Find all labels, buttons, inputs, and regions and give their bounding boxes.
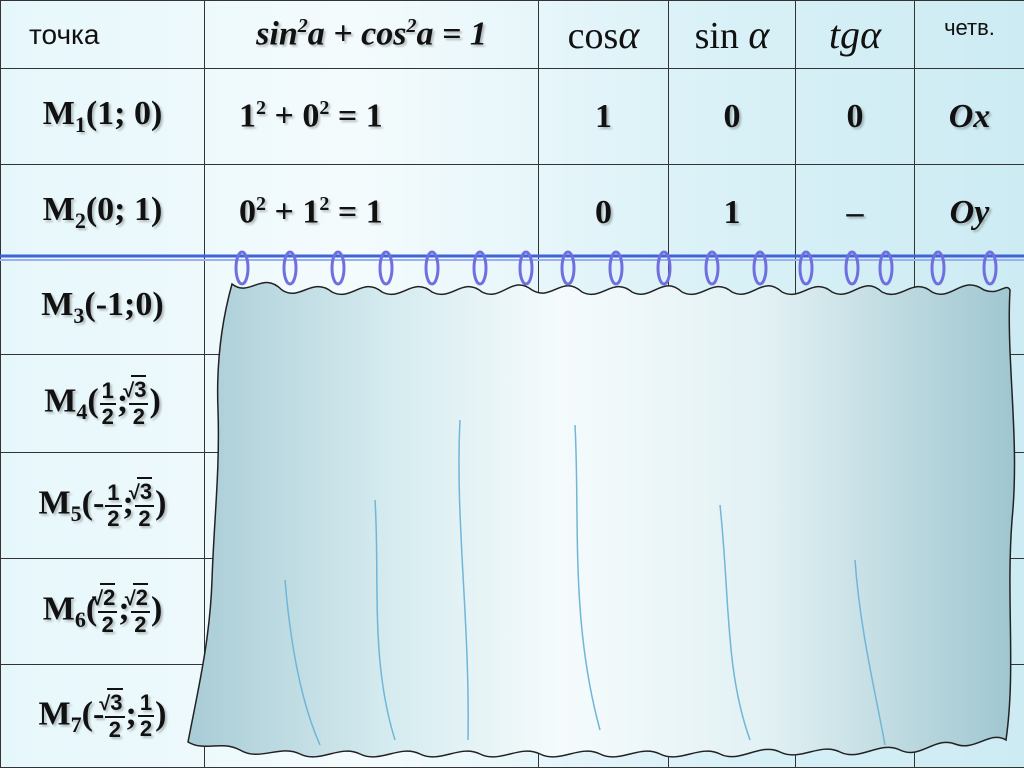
hidden-cell bbox=[915, 559, 1024, 665]
header-cos: cosα bbox=[539, 1, 669, 69]
table-row: M5(-12;32) bbox=[1, 453, 1024, 559]
tg-value: – bbox=[796, 165, 915, 261]
hidden-cell bbox=[915, 453, 1024, 559]
header-point: точка bbox=[1, 1, 205, 69]
hidden-cell bbox=[796, 665, 915, 768]
hidden-cell bbox=[796, 261, 915, 355]
table-row: M2(0; 1) 02 + 12 = 1 0 1 – Oy bbox=[1, 165, 1024, 261]
header-sin: sin α bbox=[669, 1, 796, 69]
hidden-cell bbox=[205, 261, 539, 355]
tg-value: 0 bbox=[796, 69, 915, 165]
point-cell: M3(-1;0) bbox=[1, 261, 205, 355]
table-row: M4(12;32) bbox=[1, 355, 1024, 453]
cos-value: 0 bbox=[539, 165, 669, 261]
header-tg: tgα bbox=[796, 1, 915, 69]
point-cell: M6(22;22) bbox=[1, 559, 205, 665]
hidden-cell bbox=[669, 665, 796, 768]
hidden-cell bbox=[539, 665, 669, 768]
point-cell: M4(12;32) bbox=[1, 355, 205, 453]
hidden-cell bbox=[796, 355, 915, 453]
hidden-cell bbox=[205, 453, 539, 559]
hidden-cell bbox=[796, 559, 915, 665]
hidden-cell bbox=[915, 261, 1024, 355]
sin-value: 1 bbox=[669, 165, 796, 261]
cos-value: 1 bbox=[539, 69, 669, 165]
point-cell: M2(0; 1) bbox=[1, 165, 205, 261]
table-header-row: точка sin2a + cos2a = 1 cosα sin α tgα ч… bbox=[1, 1, 1024, 69]
point-cell: M5(-12;32) bbox=[1, 453, 205, 559]
table-row: M1(1; 0) 12 + 02 = 1 1 0 0 Ox bbox=[1, 69, 1024, 165]
hidden-cell bbox=[669, 261, 796, 355]
identity-check: 02 + 12 = 1 bbox=[205, 165, 539, 261]
hidden-cell bbox=[915, 665, 1024, 768]
hidden-cell bbox=[539, 261, 669, 355]
quarter-value: Ox bbox=[915, 69, 1024, 165]
hidden-cell bbox=[205, 559, 539, 665]
hidden-cell bbox=[796, 453, 915, 559]
table-row: M3(-1;0) bbox=[1, 261, 1024, 355]
hidden-cell bbox=[205, 665, 539, 768]
point-cell: M7(-32;12) bbox=[1, 665, 205, 768]
hidden-cell bbox=[539, 453, 669, 559]
hidden-cell bbox=[669, 453, 796, 559]
header-quarter: четв. bbox=[915, 1, 1024, 69]
identity-check: 12 + 02 = 1 bbox=[205, 69, 539, 165]
hidden-cell bbox=[205, 355, 539, 453]
sin-value: 0 bbox=[669, 69, 796, 165]
point-cell: M1(1; 0) bbox=[1, 69, 205, 165]
hidden-cell bbox=[539, 355, 669, 453]
hidden-cell bbox=[669, 355, 796, 453]
quarter-value: Oy bbox=[915, 165, 1024, 261]
hidden-cell bbox=[669, 559, 796, 665]
header-identity: sin2a + cos2a = 1 bbox=[205, 1, 539, 69]
table-row: M6(22;22) bbox=[1, 559, 1024, 665]
hidden-cell bbox=[539, 559, 669, 665]
hidden-cell bbox=[915, 355, 1024, 453]
table-row: M7(-32;12) bbox=[1, 665, 1024, 768]
